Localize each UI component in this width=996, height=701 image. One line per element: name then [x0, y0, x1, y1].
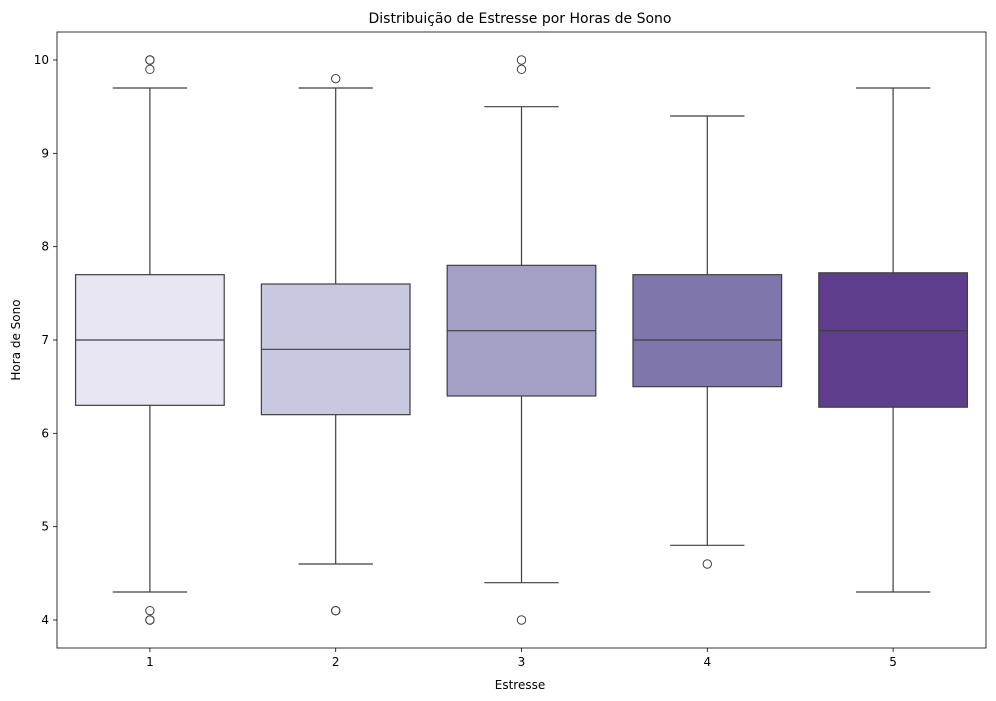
outlier-point	[145, 615, 155, 625]
x-tick-label: 1	[146, 655, 154, 669]
box-5	[818, 272, 969, 408]
chart-title: Distribuição de Estresse por Horas de So…	[368, 11, 671, 27]
x-axis-label: Estresse	[495, 678, 545, 692]
outlier-point	[331, 73, 341, 84]
y-tick-label: 6	[41, 426, 49, 440]
y-tick-label: 8	[41, 240, 49, 254]
outlier-point	[516, 64, 527, 75]
outlier-point	[145, 55, 155, 65]
outlier-point	[516, 55, 527, 65]
outlier-point	[145, 64, 155, 75]
outlier-point	[331, 605, 341, 616]
outlier-point	[516, 615, 527, 625]
x-tick-label: 3	[518, 655, 526, 669]
y-tick-label: 4	[41, 613, 49, 627]
y-tick-label: 7	[41, 333, 49, 347]
box-4	[632, 274, 783, 388]
y-tick-label: 9	[41, 146, 49, 160]
x-tick-label: 2	[332, 655, 340, 669]
x-tick-label: 4	[703, 655, 711, 669]
outlier-point	[145, 605, 155, 616]
y-tick-label: 5	[41, 520, 49, 534]
y-axis-label: Hora de Sono	[9, 299, 23, 380]
outlier-point	[702, 559, 712, 569]
plot-area: 4 5 6 7 8 9 10 1 2 3 4 5	[34, 31, 987, 669]
y-tick-label: 10	[34, 53, 49, 67]
x-tick-label: 5	[889, 655, 897, 669]
